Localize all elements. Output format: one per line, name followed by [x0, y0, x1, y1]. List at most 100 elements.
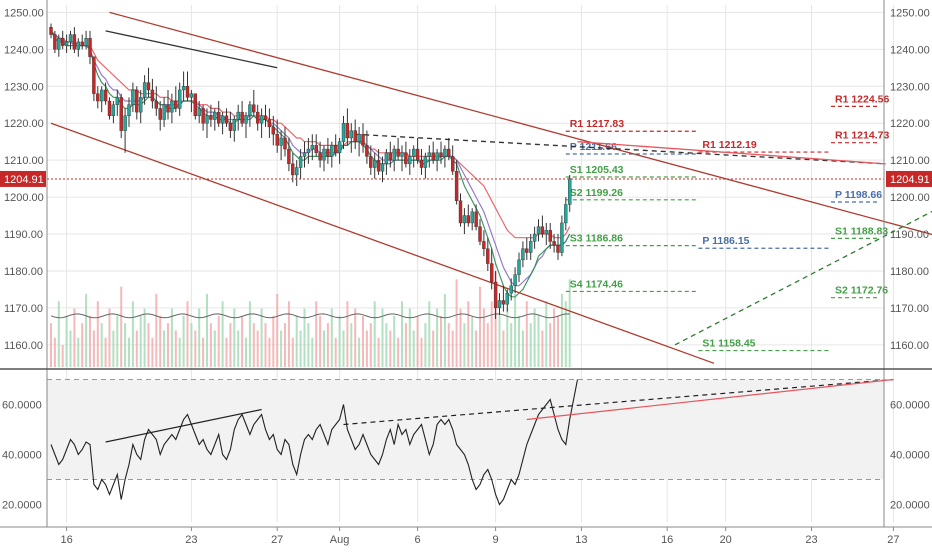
volume-bar: [296, 316, 298, 367]
price-tick-right: 1200.00: [890, 192, 930, 204]
volume-bar: [530, 323, 532, 367]
current-price-right: 1204.91: [890, 174, 930, 186]
candle-down: [432, 153, 435, 160]
volume-bar: [362, 316, 364, 367]
volume-bar: [448, 323, 450, 367]
volume-bar: [335, 338, 337, 367]
pivot-label: R1 1214.73: [835, 130, 889, 142]
candle-up: [112, 105, 115, 116]
candle-down: [459, 201, 462, 223]
candle-up: [139, 97, 142, 112]
volume-bar: [218, 316, 220, 367]
candle-down: [159, 108, 162, 119]
candle-down: [264, 116, 267, 120]
volume-bar: [171, 309, 173, 367]
volume-bar: [393, 316, 395, 367]
ema-line: [51, 31, 570, 238]
price-tick-left: 1170.00: [4, 303, 43, 315]
price-tick-right: 1210.00: [890, 155, 930, 167]
candle-up: [560, 223, 563, 253]
candle-down: [50, 27, 53, 34]
volume-bar: [522, 330, 524, 367]
rsi-tick-right: 60.0000: [890, 400, 930, 412]
candle-down: [416, 149, 419, 160]
candle-up: [529, 241, 532, 252]
volume-bar: [467, 301, 469, 367]
pivot-label: S2 1172.76: [835, 285, 888, 297]
candle-down: [525, 249, 528, 253]
candle-down: [420, 160, 423, 167]
candle-down: [120, 97, 123, 130]
volume-bar: [401, 301, 403, 367]
candle-down: [362, 134, 365, 145]
volume-bar: [424, 323, 426, 367]
volume-bar: [214, 330, 216, 367]
candle-up: [342, 123, 345, 141]
volume-bar: [518, 316, 520, 367]
pivot-label: S1 1158.45: [702, 338, 755, 350]
volume-bar: [253, 323, 255, 367]
candle-up: [124, 116, 127, 131]
candle-down: [541, 227, 544, 234]
volume-bar: [370, 323, 372, 367]
rsi-tick-right: 20.0000: [890, 500, 930, 512]
candle-up: [295, 168, 298, 175]
candle-down: [334, 145, 337, 152]
time-tick-label: 6: [415, 534, 421, 546]
time-tick-label: 9: [493, 534, 499, 546]
volume-bar: [510, 323, 512, 367]
volume-bar: [109, 309, 111, 367]
volume-bar: [265, 323, 267, 367]
rsi-pane: [47, 380, 893, 505]
candle-up: [498, 301, 501, 308]
candle-down: [287, 149, 290, 164]
volume-bar: [514, 294, 516, 367]
volume-bar: [202, 338, 204, 367]
volume-bar: [183, 316, 185, 367]
candle-up: [65, 42, 68, 46]
candle-down: [447, 149, 450, 156]
candle-up: [381, 164, 384, 171]
volume-bar: [463, 323, 465, 367]
volume-bar: [343, 330, 345, 367]
candle-down: [291, 164, 294, 175]
volume-bar: [151, 338, 153, 367]
candle-up: [338, 142, 341, 153]
candle-up: [182, 86, 185, 90]
volume-bar: [206, 294, 208, 367]
volume-bar: [413, 330, 415, 367]
candle-up: [221, 116, 224, 123]
volume-bar: [389, 330, 391, 367]
candle-down: [397, 149, 400, 156]
volume-bar: [350, 323, 352, 367]
candle-up: [568, 179, 571, 205]
candle-up: [143, 83, 146, 98]
volume-bar: [366, 330, 368, 367]
candle-up: [116, 97, 119, 104]
volume-bar: [272, 316, 274, 367]
volume-bar: [557, 316, 559, 367]
candle-up: [350, 131, 353, 138]
volume-bar: [101, 323, 103, 367]
candle-up: [206, 116, 209, 123]
pivot-label: S3 1186.86: [570, 233, 623, 245]
volume-bar: [190, 323, 192, 367]
volume-bar: [491, 301, 493, 367]
volume-bar: [222, 301, 224, 367]
price-tick-right: 1250.00: [890, 7, 930, 19]
volume-bar: [378, 338, 380, 367]
candle-up: [323, 149, 326, 160]
volume-bar: [66, 316, 68, 367]
price-tick-left: 1190.00: [4, 229, 43, 241]
volume-bar: [77, 338, 79, 367]
volume-bar: [58, 301, 60, 367]
price-tick-right: 1220.00: [890, 118, 930, 130]
candle-down: [451, 156, 454, 171]
rsi-tick-right: 40.0000: [890, 450, 930, 462]
price-tick-left: 1160.00: [4, 340, 43, 352]
volume-bar: [323, 330, 325, 367]
candle-down: [272, 127, 275, 134]
volume-bar: [136, 330, 138, 367]
